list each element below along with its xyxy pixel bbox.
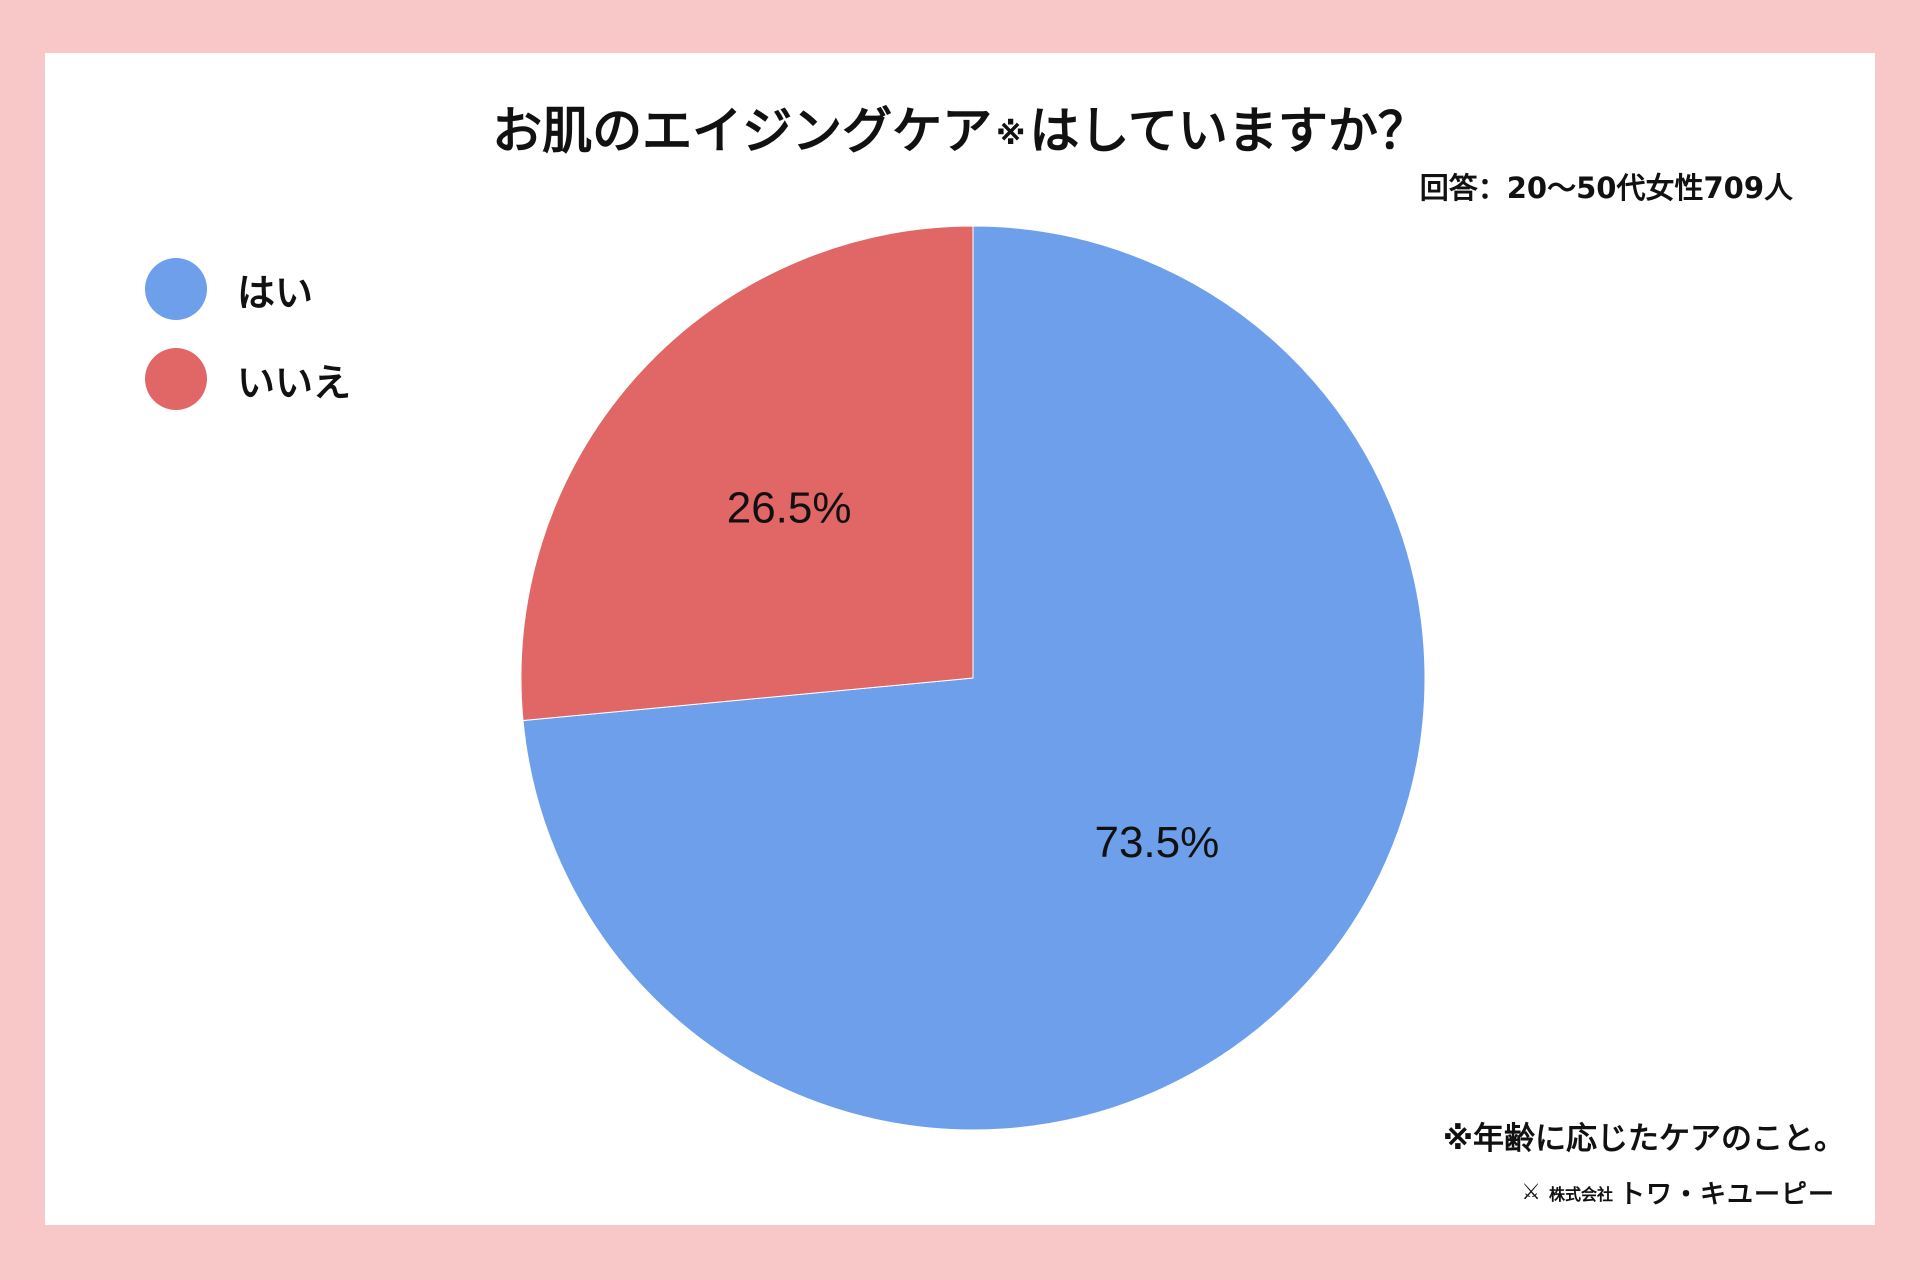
legend-swatch-no bbox=[145, 348, 207, 410]
logo-mark-icon: ⚔ bbox=[1521, 1180, 1541, 1205]
title-main: お肌のエイジングケア bbox=[492, 102, 993, 160]
legend-item-yes: はい bbox=[145, 258, 351, 320]
legend-item-no: いいえ bbox=[145, 348, 351, 410]
legend-swatch-yes bbox=[145, 258, 207, 320]
pie-slice-no bbox=[520, 225, 974, 722]
company-logo: ⚔ 株式会社 トワ・キユーピー bbox=[1521, 1174, 1835, 1211]
chart-card: お肌のエイジングケア ※はしていますか？ 回答：20〜50代女性709人 はい い… bbox=[45, 53, 1875, 1225]
logo-prefix: 株式会社 bbox=[1548, 1184, 1613, 1204]
legend-label-no: いいえ bbox=[237, 360, 352, 405]
footnote: ※年齢に応じたケアのこと。 bbox=[1442, 1121, 1845, 1157]
pie-slice-yes bbox=[522, 225, 1426, 1131]
slice-label-no: 26.5% bbox=[727, 483, 852, 532]
slice-label-yes: 73.5% bbox=[1094, 818, 1219, 867]
chart-title: お肌のエイジングケア ※はしていますか？ bbox=[45, 91, 1875, 163]
legend: はい いいえ bbox=[145, 258, 351, 438]
title-suffix: はしていますか？ bbox=[1029, 102, 1428, 160]
logo-name: トワ・キユーピー bbox=[1618, 1180, 1835, 1210]
respondents-note: 回答：20〜50代女性709人 bbox=[1419, 171, 1793, 205]
legend-label-yes: はい bbox=[237, 270, 314, 315]
pie-chart: 73.5% 26.5% bbox=[520, 225, 1426, 1131]
title-note-mark: ※ bbox=[996, 117, 1026, 152]
